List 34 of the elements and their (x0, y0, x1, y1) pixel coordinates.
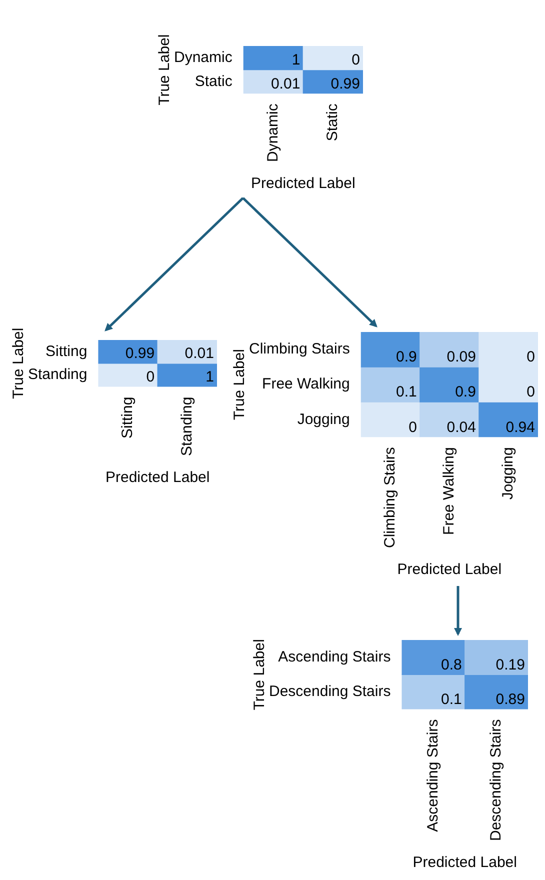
data-label: 0.9 (455, 384, 476, 401)
data-label: 1 (292, 51, 300, 68)
data-label: 0.94 (506, 418, 535, 436)
data-label: 0 (526, 384, 535, 401)
y-tick-label: Free Walking (262, 376, 350, 393)
data-label: 0 (146, 368, 155, 386)
x-tick-label: Jogging (500, 447, 517, 500)
y-axis-title: True Label (231, 348, 248, 420)
y-tick-label: Climbing Stairs (248, 340, 350, 358)
data-label: 0.01 (184, 345, 214, 362)
x-axis-title: Predicted Label (105, 469, 210, 486)
data-label: 0.1 (396, 384, 417, 401)
x-tick-label: Free Walking (440, 447, 458, 535)
x-axis-title: Predicted Label (412, 854, 517, 872)
y-tick-label: Descending Stairs (268, 683, 391, 700)
data-label: 0.09 (446, 348, 476, 366)
data-label: 0.89 (496, 690, 525, 708)
data-label: 0.9 (396, 348, 417, 366)
x-axis-title: Predicted Label (251, 175, 356, 192)
data-label: 0.1 (441, 690, 462, 708)
x-axis-title: Predicted Label (397, 561, 502, 578)
data-label: 0.99 (330, 75, 360, 92)
y-axis-title: True Label (156, 34, 174, 106)
data-label: 0 (526, 348, 535, 366)
y-axis-title: True Label (251, 639, 268, 710)
data-label: 0.19 (496, 656, 525, 674)
data-label: 0.99 (125, 345, 155, 362)
data-label: 0 (408, 418, 417, 436)
data-label: 1 (206, 368, 214, 386)
data-label: 0 (352, 51, 360, 68)
data-label: 0.04 (446, 418, 476, 436)
data-label: 0.8 (441, 656, 462, 674)
data-label: 0.01 (270, 75, 300, 92)
y-axis-title: True Label (10, 328, 28, 399)
